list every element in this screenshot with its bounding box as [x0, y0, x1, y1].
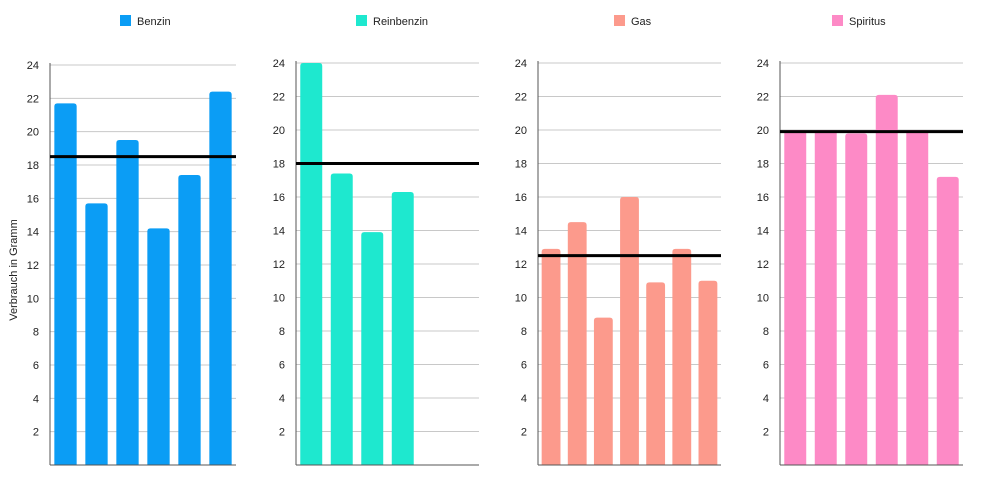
y-tick-label-0-9: 20 — [27, 127, 39, 139]
y-tick-label-3-2: 6 — [763, 360, 769, 372]
y-tick-label-3-8: 18 — [757, 159, 769, 171]
bar-2-3 — [620, 197, 639, 465]
legend-label-3: Spiritus — [849, 16, 886, 28]
bar-0-0 — [54, 103, 77, 465]
bar-3-2 — [845, 133, 868, 465]
y-tick-label-1-2: 6 — [279, 360, 285, 372]
y-tick-label-2-4: 10 — [515, 293, 527, 305]
bar-0-3 — [147, 228, 170, 465]
y-tick-label-3-9: 20 — [757, 125, 769, 137]
y-tick-label-2-1: 4 — [521, 393, 527, 405]
y-tick-label-2-8: 18 — [515, 159, 527, 171]
y-tick-label-3-0: 2 — [763, 427, 769, 439]
bar-3-4 — [906, 130, 929, 465]
y-tick-label-3-1: 4 — [763, 393, 769, 405]
legend-swatch-3 — [832, 15, 843, 26]
bar-3-3 — [875, 94, 898, 465]
y-tick-label-1-9: 20 — [273, 125, 285, 137]
y-tick-label-2-9: 20 — [515, 125, 527, 137]
y-tick-label-2-6: 14 — [515, 226, 527, 238]
legend-label-0: Benzin — [137, 16, 171, 28]
y-tick-label-0-1: 4 — [33, 393, 39, 405]
y-tick-label-2-10: 22 — [515, 92, 527, 104]
y-axis-label: Verbrauch in Gramm — [8, 219, 20, 320]
bar-1-0 — [300, 63, 323, 465]
bar-2-6 — [698, 280, 718, 465]
y-tick-label-1-3: 8 — [279, 326, 285, 338]
bar-2-4 — [646, 282, 666, 465]
y-tick-label-2-0: 2 — [521, 427, 527, 439]
bar-3-1 — [814, 130, 837, 465]
y-tick-label-3-10: 22 — [757, 92, 769, 104]
bar-0-5 — [209, 91, 232, 466]
bar-0-1 — [85, 203, 108, 466]
y-tick-label-1-10: 22 — [273, 92, 285, 104]
y-tick-label-1-6: 14 — [273, 226, 285, 238]
legend-label-2: Gas — [631, 16, 652, 28]
bar-2-1 — [567, 222, 587, 465]
y-tick-label-0-8: 18 — [27, 160, 39, 172]
legend-swatch-2 — [614, 15, 625, 26]
y-tick-label-0-7: 16 — [27, 193, 39, 205]
y-tick-label-0-0: 2 — [33, 427, 39, 439]
y-tick-label-0-11: 24 — [27, 60, 39, 72]
y-tick-label-1-4: 10 — [273, 293, 285, 305]
y-tick-label-3-11: 24 — [757, 58, 769, 70]
bar-2-2 — [593, 317, 613, 465]
y-tick-label-1-0: 2 — [279, 427, 285, 439]
bar-3-5 — [936, 176, 959, 465]
y-tick-label-3-3: 8 — [763, 326, 769, 338]
legend-swatch-0 — [120, 15, 131, 26]
y-tick-label-2-2: 6 — [521, 360, 527, 372]
y-tick-label-1-11: 24 — [273, 58, 285, 70]
y-tick-label-3-6: 14 — [757, 226, 769, 238]
y-tick-label-1-1: 4 — [279, 393, 285, 405]
bar-3-0 — [784, 130, 807, 465]
y-tick-label-2-3: 8 — [521, 326, 527, 338]
y-tick-label-0-3: 8 — [33, 327, 39, 339]
y-tick-label-0-5: 12 — [27, 260, 39, 272]
y-tick-label-1-8: 18 — [273, 159, 285, 171]
bar-0-2 — [116, 140, 139, 465]
bar-0-4 — [178, 175, 201, 465]
bar-1-2 — [361, 232, 384, 465]
y-tick-label-0-2: 6 — [33, 360, 39, 372]
bar-1-1 — [330, 173, 353, 466]
y-tick-label-2-7: 16 — [515, 192, 527, 204]
y-tick-label-1-5: 12 — [273, 259, 285, 271]
y-tick-label-3-5: 12 — [757, 259, 769, 271]
y-tick-label-2-11: 24 — [515, 58, 527, 70]
y-tick-label-2-5: 12 — [515, 259, 527, 271]
bar-2-5 — [672, 248, 692, 465]
y-tick-label-0-10: 22 — [27, 93, 39, 105]
bar-2-0 — [541, 248, 561, 465]
y-tick-label-0-4: 10 — [27, 293, 39, 305]
y-tick-label-0-6: 14 — [27, 227, 39, 239]
bar-1-3 — [391, 191, 414, 465]
y-tick-label-3-4: 10 — [757, 293, 769, 305]
legend-label-1: Reinbenzin — [373, 16, 428, 28]
y-tick-label-3-7: 16 — [757, 192, 769, 204]
legend-swatch-1 — [356, 15, 367, 26]
y-tick-label-1-7: 16 — [273, 192, 285, 204]
